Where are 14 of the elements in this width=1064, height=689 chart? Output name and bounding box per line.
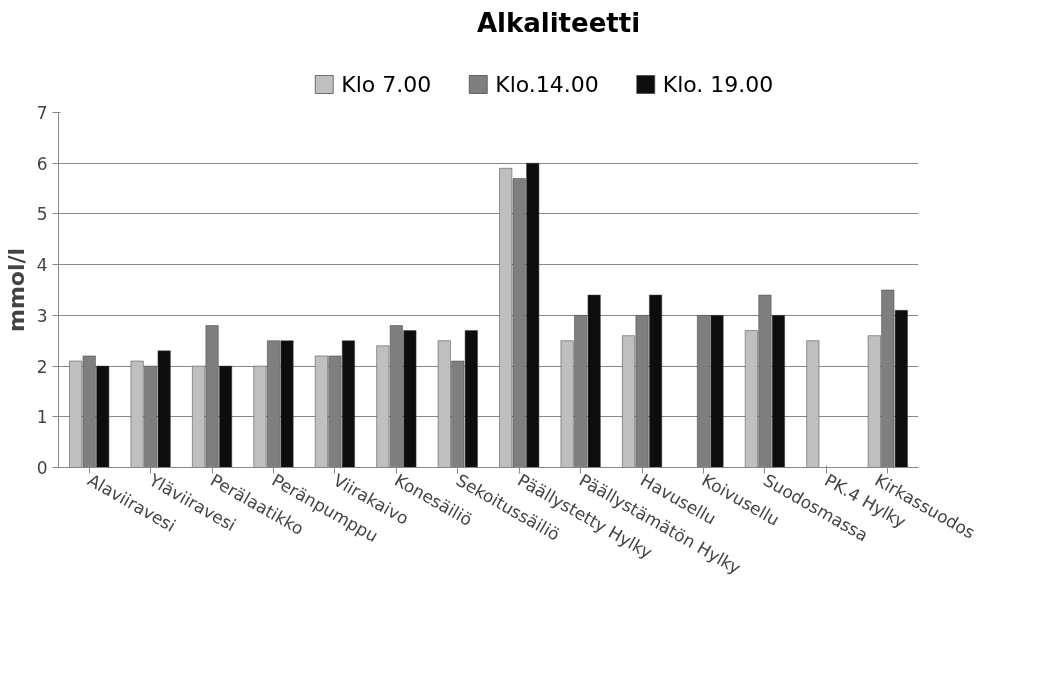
- y-tick-label: 4: [36, 255, 48, 276]
- y-axis-title: mmol/l: [3, 247, 29, 333]
- y-tick-label: 0: [36, 458, 48, 478]
- y-tick-label: 5: [36, 204, 48, 225]
- y-tick-label: 2: [36, 356, 48, 377]
- legend-label: Klo. 19.00: [662, 72, 774, 97]
- legend-label: Klo 7.00: [341, 72, 432, 97]
- y-tick-label: 7: [36, 103, 48, 123]
- legend-label: Klo.14.00: [495, 72, 599, 97]
- y-tick-label: 1: [36, 407, 48, 428]
- y-tick-label: 6: [36, 153, 48, 174]
- y-tick-label: 3: [36, 305, 48, 326]
- chart-title: Alkaliteetti: [476, 7, 641, 38]
- bar: [806, 340, 820, 468]
